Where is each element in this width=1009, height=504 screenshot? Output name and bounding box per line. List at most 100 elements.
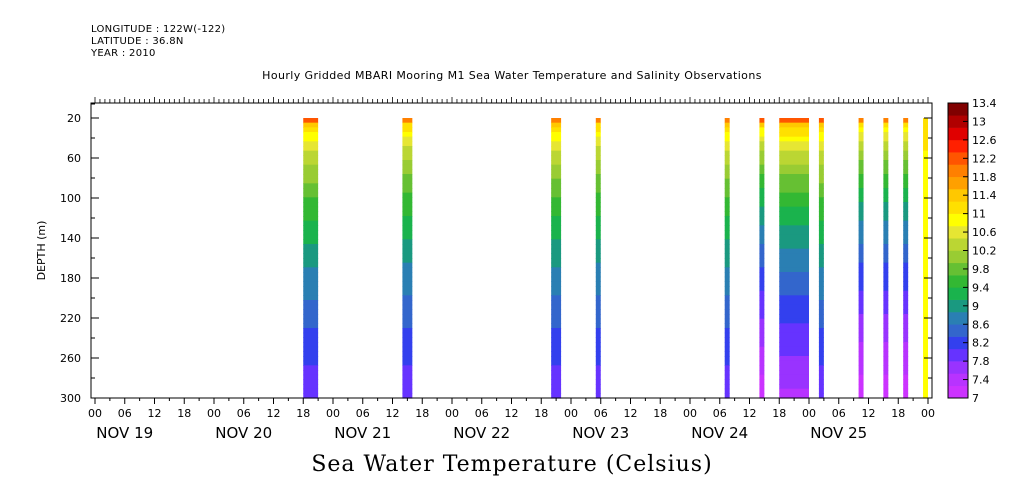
temperature-cell bbox=[595, 258, 601, 264]
temperature-cell bbox=[903, 160, 909, 166]
temperature-cell bbox=[903, 262, 909, 268]
temperature-cell bbox=[595, 155, 601, 161]
temperature-cell bbox=[759, 290, 765, 296]
temperature-cell bbox=[858, 118, 864, 124]
x-hour-label: 18 bbox=[534, 407, 548, 420]
temperature-cell bbox=[402, 141, 413, 147]
temperature-cell bbox=[858, 146, 864, 152]
temperature-cell bbox=[923, 304, 928, 310]
temperature-cell bbox=[923, 300, 928, 306]
temperature-cell bbox=[818, 384, 824, 390]
temperature-cell bbox=[551, 337, 562, 343]
temperature-cell bbox=[903, 225, 909, 231]
temperature-cell bbox=[595, 360, 601, 366]
temperature-cell bbox=[303, 328, 319, 334]
temperature-cell bbox=[724, 132, 730, 138]
temperature-cell bbox=[303, 356, 319, 362]
temperature-cell bbox=[903, 146, 909, 152]
x-hour-label: 18 bbox=[177, 407, 191, 420]
temperature-cell bbox=[303, 216, 319, 222]
temperature-cell bbox=[759, 160, 765, 166]
temperature-cell bbox=[724, 360, 730, 366]
temperature-cell bbox=[818, 295, 824, 301]
temperature-cell bbox=[858, 174, 864, 180]
temperature-cell bbox=[903, 388, 909, 394]
temperature-cell bbox=[858, 178, 864, 184]
temperature-cell bbox=[883, 211, 889, 217]
y-axis-title: DEPTH (m) bbox=[35, 221, 48, 281]
temperature-cell bbox=[595, 365, 601, 371]
temperature-cell bbox=[551, 258, 562, 264]
observation-block bbox=[818, 118, 824, 399]
temperature-cell bbox=[818, 216, 824, 222]
y-tick-label: 100 bbox=[60, 192, 81, 205]
temperature-cell bbox=[551, 384, 562, 390]
temperature-cell bbox=[818, 220, 824, 226]
temperature-cell bbox=[402, 234, 413, 240]
temperature-cell bbox=[595, 225, 601, 231]
temperature-cell bbox=[551, 295, 562, 301]
year-label: YEAR : 2010 bbox=[91, 48, 156, 59]
temperature-cell bbox=[402, 183, 413, 189]
temperature-cell bbox=[303, 174, 319, 180]
temperature-cell bbox=[402, 164, 413, 170]
temperature-cell bbox=[779, 272, 809, 278]
temperature-cell bbox=[759, 272, 765, 278]
temperature-cell bbox=[402, 346, 413, 352]
temperature-cell bbox=[402, 384, 413, 390]
temperature-cell bbox=[724, 244, 730, 250]
temperature-cell bbox=[551, 183, 562, 189]
temperature-cell bbox=[779, 178, 809, 184]
temperature-cell bbox=[303, 286, 319, 292]
y-tick-label: 60 bbox=[67, 152, 81, 165]
day-label: NOV 25 bbox=[810, 424, 867, 442]
temperature-cell bbox=[724, 230, 730, 236]
temperature-cell bbox=[903, 332, 909, 338]
temperature-cell bbox=[551, 146, 562, 152]
temperature-cell bbox=[923, 239, 928, 245]
temperature-cell bbox=[724, 332, 730, 338]
temperature-cell bbox=[402, 174, 413, 180]
temperature-cell bbox=[779, 118, 809, 124]
temperature-cell bbox=[724, 272, 730, 278]
temperature-cell bbox=[883, 384, 889, 390]
temperature-cell bbox=[551, 127, 562, 133]
temperature-cell bbox=[724, 276, 730, 282]
temperature-cell bbox=[303, 234, 319, 240]
temperature-cell bbox=[595, 388, 601, 394]
temperature-cell bbox=[402, 160, 413, 166]
temperature-cell bbox=[903, 230, 909, 236]
temperature-cell bbox=[818, 211, 824, 217]
temperature-cell bbox=[923, 374, 928, 380]
temperature-cell bbox=[759, 388, 765, 394]
temperature-cell bbox=[858, 267, 864, 273]
temperature-cell bbox=[903, 384, 909, 390]
temperature-cell bbox=[858, 286, 864, 292]
temperature-cell bbox=[402, 295, 413, 301]
temperature-cell bbox=[923, 188, 928, 194]
temperature-cell bbox=[595, 300, 601, 306]
temperature-cell bbox=[303, 206, 319, 212]
temperature-cell bbox=[724, 356, 730, 362]
temperature-cell bbox=[551, 370, 562, 376]
temperature-cell bbox=[923, 220, 928, 226]
temperature-cell bbox=[818, 332, 824, 338]
temperature-cell bbox=[759, 216, 765, 222]
temperature-cell bbox=[595, 272, 601, 278]
temperature-cell bbox=[595, 197, 601, 203]
temperature-cell bbox=[402, 197, 413, 203]
temperature-cell bbox=[883, 337, 889, 343]
x-hour-label: 00 bbox=[683, 407, 697, 420]
temperature-cell bbox=[303, 248, 319, 254]
temperature-cell bbox=[402, 393, 413, 399]
temperature-cell bbox=[759, 379, 765, 385]
temperature-cell bbox=[595, 351, 601, 357]
temperature-cell bbox=[402, 290, 413, 296]
temperature-cell bbox=[551, 351, 562, 357]
temperature-cell bbox=[303, 370, 319, 376]
temperature-cell bbox=[779, 351, 809, 357]
temperature-cell bbox=[903, 286, 909, 292]
temperature-cell bbox=[923, 309, 928, 315]
temperature-cell bbox=[903, 220, 909, 226]
temperature-cell bbox=[883, 346, 889, 352]
